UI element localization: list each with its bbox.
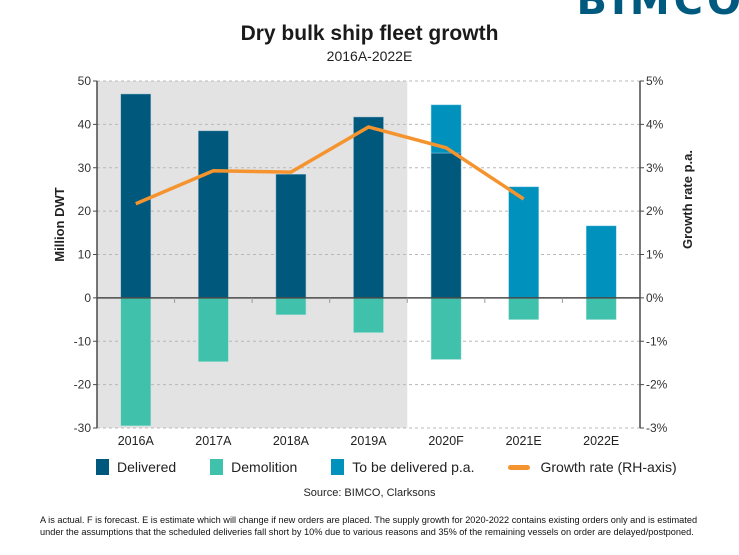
legend-label: Demolition bbox=[231, 459, 298, 475]
y-tick-label: -20 bbox=[74, 378, 92, 392]
bar-to-be-delivered bbox=[508, 186, 539, 299]
chart-subtitle: 2016A-2022E bbox=[326, 48, 413, 64]
bar-demolition bbox=[508, 297, 539, 320]
y-tick-label: 50 bbox=[78, 74, 92, 88]
legend-swatch-demolition bbox=[210, 459, 224, 475]
bar-demolition bbox=[353, 297, 384, 333]
y-axis-title: Million DWT bbox=[52, 187, 67, 261]
y-tick-label: -30 bbox=[74, 421, 92, 435]
legend-item-to-be-delivered: To be delivered p.a. bbox=[331, 459, 474, 475]
x-tick-label: 2017A bbox=[195, 434, 232, 448]
y2-tick-label: 1% bbox=[646, 248, 664, 262]
bar-demolition bbox=[198, 297, 229, 362]
bar-to-be-delivered bbox=[585, 225, 617, 299]
y-tick-label: 20 bbox=[78, 204, 92, 218]
chart-area: 50 40 30 20 10 0 -10 -20 -30 5% 4% 3% 2% 1% 0% -1% -2% -3… bbox=[52, 74, 695, 448]
legend-swatch-delivered bbox=[96, 459, 109, 475]
bar-demolition bbox=[430, 297, 462, 360]
bar-demolition bbox=[585, 297, 617, 320]
y-tick-label: 10 bbox=[78, 248, 92, 262]
legend: Delivered Demolition To be delivered p.a… bbox=[96, 459, 711, 475]
y2-tick-label: 3% bbox=[646, 161, 664, 175]
legend-item-demolition: Demolition bbox=[210, 459, 297, 475]
y2-tick-label: -2% bbox=[646, 378, 668, 392]
legend-item-delivered: Delivered bbox=[96, 459, 176, 475]
legend-label: To be delivered p.a. bbox=[352, 459, 475, 475]
bar-delivered bbox=[353, 116, 384, 299]
source-note: Source: BIMCO, Clarksons bbox=[303, 487, 436, 499]
bar-demolition bbox=[275, 297, 307, 316]
y2-axis-title: Growth rate p.a. bbox=[680, 150, 695, 249]
bar-delivered bbox=[275, 174, 307, 299]
bar-delivered bbox=[198, 130, 229, 299]
legend-swatch-growth-rate bbox=[508, 464, 531, 470]
y-tick-label: 40 bbox=[78, 117, 92, 131]
bimco-logo: BIMCO bbox=[576, 0, 739, 24]
legend-label: Delivered bbox=[117, 459, 177, 475]
y2-tick-label: -3% bbox=[646, 421, 668, 435]
y-tick-label: -10 bbox=[74, 334, 92, 348]
x-tick-label: 2019A bbox=[350, 434, 387, 448]
bar-demolition bbox=[120, 297, 152, 427]
legend-item-growth-rate: Growth rate (RH-axis) bbox=[508, 459, 677, 475]
chart-title: Dry bulk ship fleet growth bbox=[240, 22, 499, 45]
legend-swatch-to-be-delivered bbox=[331, 459, 345, 475]
y2-tick-label: 4% bbox=[646, 117, 664, 131]
y-tick-label: 0 bbox=[84, 291, 91, 305]
y2-tick-label: -1% bbox=[646, 334, 668, 348]
bar-delivered bbox=[430, 152, 462, 299]
growth-rate-line bbox=[135, 125, 525, 206]
x-tick-label: 2020F bbox=[428, 434, 464, 448]
legend-label: Growth rate (RH-axis) bbox=[540, 459, 677, 475]
x-tick-label: 2022E bbox=[583, 434, 619, 448]
bar-delivered bbox=[120, 93, 152, 299]
y2-tick-label: 5% bbox=[646, 74, 664, 88]
y2-tick-label: 2% bbox=[646, 204, 664, 218]
footnote: A is actual. F is forecast. E is estimat… bbox=[40, 515, 698, 537]
y2-tick-label: 0% bbox=[646, 291, 664, 305]
y-tick-label: 30 bbox=[78, 161, 92, 175]
x-tick-label: 2021E bbox=[506, 434, 542, 448]
x-tick-label: 2018A bbox=[273, 434, 310, 448]
x-tick-label: 2016A bbox=[118, 434, 155, 448]
